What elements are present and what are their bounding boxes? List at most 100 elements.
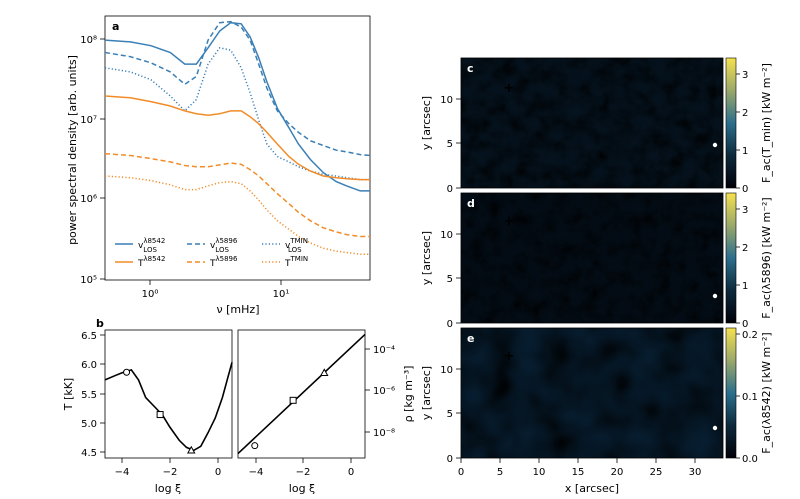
- density-line: [237, 333, 366, 455]
- panel-c: c +: [460, 57, 724, 189]
- panel-d: d +: [460, 192, 724, 324]
- panel-a: a 10⁵ 10⁶ 10⁷ 10⁸ 10⁰ 10¹ ν [mHz] power …: [66, 15, 371, 316]
- svg-text:Tλ8542: Tλ8542: [137, 255, 165, 269]
- legend-entry: vλ8542 LOS: [115, 237, 165, 254]
- panel-a-frame: [104, 15, 371, 281]
- map-xtick: 20: [611, 467, 624, 478]
- marker-circle: [123, 368, 131, 376]
- map-xtick: 0: [458, 467, 464, 478]
- panel-b-right-xtick: −2: [296, 467, 311, 478]
- colorbar-d-gradient: [725, 192, 737, 324]
- legend-main: T: [209, 259, 216, 269]
- panel-e: e +: [460, 327, 724, 459]
- panel-b-right-ytick: 10⁻⁴: [373, 345, 395, 356]
- legend-sup: λ8542: [144, 255, 166, 263]
- panel-e-label: e: [467, 332, 474, 345]
- plus-marker-icon: +: [504, 81, 515, 96]
- panel-b: b 4.5 5.0 5.5 6.0 6.5 T [kK] −4 −2 0 log…: [62, 317, 415, 495]
- legend-sup: λ5896: [216, 255, 239, 263]
- map-xtick: 15: [572, 467, 585, 478]
- panel-b-left-ytick: 5.0: [81, 419, 97, 430]
- panel-a-ytick: 10⁶: [80, 194, 97, 205]
- panel-a-xlabel: ν [mHz]: [217, 303, 260, 316]
- panel-b-left-ylabel: T [kK]: [62, 378, 75, 411]
- plus-marker-icon: +: [504, 349, 515, 364]
- legend-sub: LOS: [143, 246, 157, 254]
- panel-a-ylabel: power spectral density [arb. units]: [66, 55, 79, 245]
- map-ytick: 10: [440, 230, 453, 241]
- panel-a-ytick: 10⁵: [80, 275, 97, 286]
- colorbar-tick: 2: [742, 108, 748, 119]
- panel-a-xticks: 10⁰ 10¹: [142, 280, 289, 300]
- map-d-yticks: 0 5 10 y [arcsec]: [420, 230, 461, 330]
- circle-marker-icon: [712, 425, 718, 431]
- panel-b-left-ytick: 6.0: [81, 360, 97, 371]
- legend-main: T: [284, 259, 291, 269]
- panel-b-right-xtick: 0: [348, 467, 354, 478]
- panel-b-right-frame: [237, 329, 366, 459]
- map-d-frame: [460, 192, 724, 324]
- panel-b-left-series: [104, 362, 233, 454]
- map-ytick: 5: [447, 274, 453, 285]
- colorbar-tick: 1: [742, 281, 748, 292]
- map-e-ylabel: y [arcsec]: [420, 366, 433, 420]
- legend-main: v: [210, 241, 216, 251]
- map-ytick: 5: [447, 409, 453, 420]
- plus-marker-icon: +: [504, 214, 515, 229]
- panel-a-ytick: 10⁸: [80, 35, 97, 46]
- map-e-frame: [460, 327, 724, 459]
- map-c-yticks: 0 5 10 y [arcsec]: [420, 95, 461, 195]
- series-line-T8542: [104, 95, 370, 181]
- series-line-T5896: [104, 152, 370, 238]
- map-c-texture: [461, 58, 723, 188]
- panel-b-right-ylabel: ρ [kg m⁻³]: [402, 366, 415, 423]
- colorbar-tick: 0.0: [742, 454, 758, 465]
- legend-entry: vλ5896 LOS: [187, 237, 238, 254]
- panel-b-left-ytick: 5.5: [81, 390, 97, 401]
- panel-a-series: [104, 20, 371, 255]
- colorbar-e: 0.0 0.1 0.2 F_ac(λ8542) [kW m⁻²]: [725, 327, 773, 465]
- colorbar-c-gradient: [725, 57, 737, 189]
- legend-main: v: [285, 241, 291, 251]
- colorbar-tick: 0: [742, 184, 748, 195]
- map-ytick: 5: [447, 139, 453, 150]
- panel-a-xtick: 10⁰: [142, 289, 159, 300]
- map-xtick: 25: [650, 467, 663, 478]
- panel-b-left-frame: [104, 329, 233, 459]
- series-line-vlos8542: [104, 21, 370, 192]
- panel-d-label: d: [467, 197, 475, 210]
- panel-b-right-xtick: −4: [249, 467, 264, 478]
- marker-triangle: [320, 368, 329, 377]
- map-xlabel: x [arcsec]: [565, 482, 619, 495]
- legend-entry: vTMIN LOS: [262, 237, 308, 254]
- map-ytick: 0: [447, 319, 453, 330]
- panel-a-label: a: [112, 20, 119, 33]
- map-xtick: 10: [533, 467, 546, 478]
- map-xtick: 5: [497, 467, 503, 478]
- map-ytick: 0: [447, 184, 453, 195]
- map-d-texture: [461, 193, 723, 323]
- marker-square: [156, 411, 164, 419]
- colorbar-tick: 0.1: [742, 392, 758, 403]
- legend-sub: LOS: [215, 246, 229, 254]
- colorbar-c: 0 1 2 3 F_ac(T_min) [kW m⁻²]: [725, 57, 773, 195]
- colorbar-tick: 1: [742, 146, 748, 157]
- legend-entry: Tλ8542: [115, 255, 165, 269]
- map-d-ylabel: y [arcsec]: [420, 231, 433, 285]
- panel-b-left-xtick: −4: [115, 467, 130, 478]
- series-line-vlos5896: [104, 20, 371, 157]
- map-yaxes: 0 5 10 y [arcsec] 0 5 10 y [arcsec] 0 5 …: [420, 95, 461, 465]
- colorbar-tick: 3: [742, 70, 748, 81]
- panel-b-right-ytick: 10⁻⁶: [373, 386, 395, 397]
- panel-a-yticks: 10⁵ 10⁶ 10⁷ 10⁸: [80, 35, 105, 286]
- marker-circle: [251, 442, 259, 450]
- legend-sup: TMIN: [290, 255, 309, 263]
- temperature-line: [104, 362, 233, 452]
- panel-b-label: b: [96, 317, 104, 330]
- colorbar-tick: 2: [742, 243, 748, 254]
- marker-square: [289, 396, 297, 404]
- panel-b-left-xtick: 0: [215, 467, 221, 478]
- panel-b-left-ytick: 6.5: [81, 331, 97, 342]
